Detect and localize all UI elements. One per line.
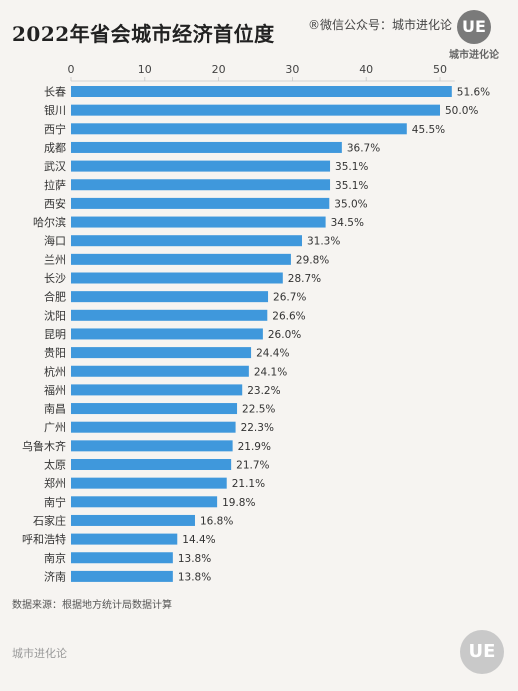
category-label: 长春 (44, 86, 66, 99)
x-tick-label: 30 (285, 63, 299, 76)
bar (71, 291, 269, 303)
value-label: 28.7% (288, 273, 321, 285)
value-label: 45.5% (412, 124, 445, 136)
category-label: 贵阳 (44, 347, 66, 360)
bar (71, 309, 268, 321)
value-label: 13.8% (178, 571, 211, 583)
category-label: 沈阳 (44, 308, 66, 322)
value-label: 29.8% (296, 254, 329, 266)
brand-logo-name: 城市进化论 (449, 50, 499, 61)
bar (71, 496, 218, 508)
value-label: 13.8% (178, 553, 211, 565)
value-label: 21.1% (232, 478, 265, 490)
bar (71, 272, 283, 284)
bar (71, 570, 173, 582)
bar (71, 365, 249, 377)
value-label: 22.3% (241, 422, 274, 434)
category-label: 杭州 (44, 364, 66, 378)
value-label: 14.4% (182, 534, 215, 546)
bar (71, 197, 330, 209)
category-label: 哈尔滨 (33, 215, 66, 229)
bar (71, 141, 342, 153)
bar (71, 235, 302, 247)
category-label: 武汉 (44, 160, 66, 173)
category-label: 西宁 (44, 122, 66, 136)
bar (71, 421, 236, 433)
category-label: 呼和浩特 (22, 532, 66, 546)
value-label: 26.0% (268, 329, 301, 341)
value-label: 34.5% (331, 217, 364, 229)
value-label: 21.7% (236, 460, 269, 472)
category-label: 拉萨 (44, 178, 66, 192)
category-label: 成都 (44, 141, 66, 154)
bar (71, 253, 291, 265)
value-label: 21.9% (238, 441, 271, 453)
category-label: 石家庄 (33, 513, 66, 527)
value-label: 35.1% (335, 180, 368, 192)
category-label: 海口 (44, 234, 66, 248)
value-label: 35.0% (334, 198, 367, 210)
bar (71, 216, 326, 228)
footer-brand: 城市进化论 (12, 647, 67, 660)
bar (71, 552, 173, 564)
value-label: 26.7% (273, 292, 306, 304)
category-label: 济南 (44, 569, 66, 583)
x-tick-label: 40 (359, 63, 373, 76)
category-label: 兰州 (44, 253, 66, 266)
value-label: 16.8% (200, 515, 233, 527)
bar (71, 328, 263, 340)
value-label: 24.4% (256, 348, 289, 360)
value-label: 24.1% (254, 366, 287, 378)
category-label: 昆明 (44, 328, 66, 341)
wechat-watermark: ®微信公众号：城市进化论 (308, 18, 453, 32)
category-label: 合肥 (44, 290, 66, 304)
category-label: 南宁 (44, 495, 66, 509)
x-tick-label: 0 (68, 63, 75, 76)
value-label: 50.0% (445, 105, 478, 117)
category-label: 郑州 (44, 476, 66, 490)
bar (71, 347, 252, 359)
bar (71, 514, 195, 526)
category-label: 银川 (44, 103, 66, 117)
chart-title: 2022年省会城市经济首位度 (12, 22, 275, 46)
bar (71, 533, 178, 545)
category-label: 西安 (44, 196, 66, 210)
bar (71, 104, 440, 116)
x-tick-label: 20 (212, 63, 226, 76)
bar (71, 86, 452, 97)
category-label: 福州 (44, 383, 66, 397)
value-label: 19.8% (222, 497, 255, 509)
bar (71, 459, 232, 470)
value-label: 51.6% (457, 87, 490, 99)
footer-logo-icon: UE (460, 630, 504, 674)
x-tick-label: 50 (433, 63, 447, 76)
value-label: 23.2% (247, 385, 280, 397)
category-label: 太原 (44, 459, 66, 472)
value-label: 36.7% (347, 142, 380, 154)
value-label: 22.5% (242, 404, 275, 416)
category-label: 南京 (44, 551, 66, 565)
category-label: 南昌 (44, 403, 66, 416)
value-label: 31.3% (307, 236, 340, 248)
ue-logo-icon: UE (457, 10, 491, 44)
bar (71, 384, 243, 396)
brand-logo: UE 城市进化论 (444, 10, 504, 61)
bar (71, 160, 331, 172)
category-label: 长沙 (44, 272, 66, 285)
bar (71, 403, 238, 415)
value-label: 35.1% (335, 161, 368, 173)
bar (71, 477, 227, 489)
data-source-note: 数据来源：根据地方统计局数据计算 (12, 600, 172, 611)
bar (71, 440, 233, 452)
value-label: 26.6% (272, 310, 305, 322)
bar (71, 179, 331, 191)
bar (71, 123, 407, 135)
x-tick-label: 10 (138, 63, 152, 76)
category-label: 广州 (44, 421, 66, 434)
category-label: 乌鲁木齐 (22, 439, 66, 453)
